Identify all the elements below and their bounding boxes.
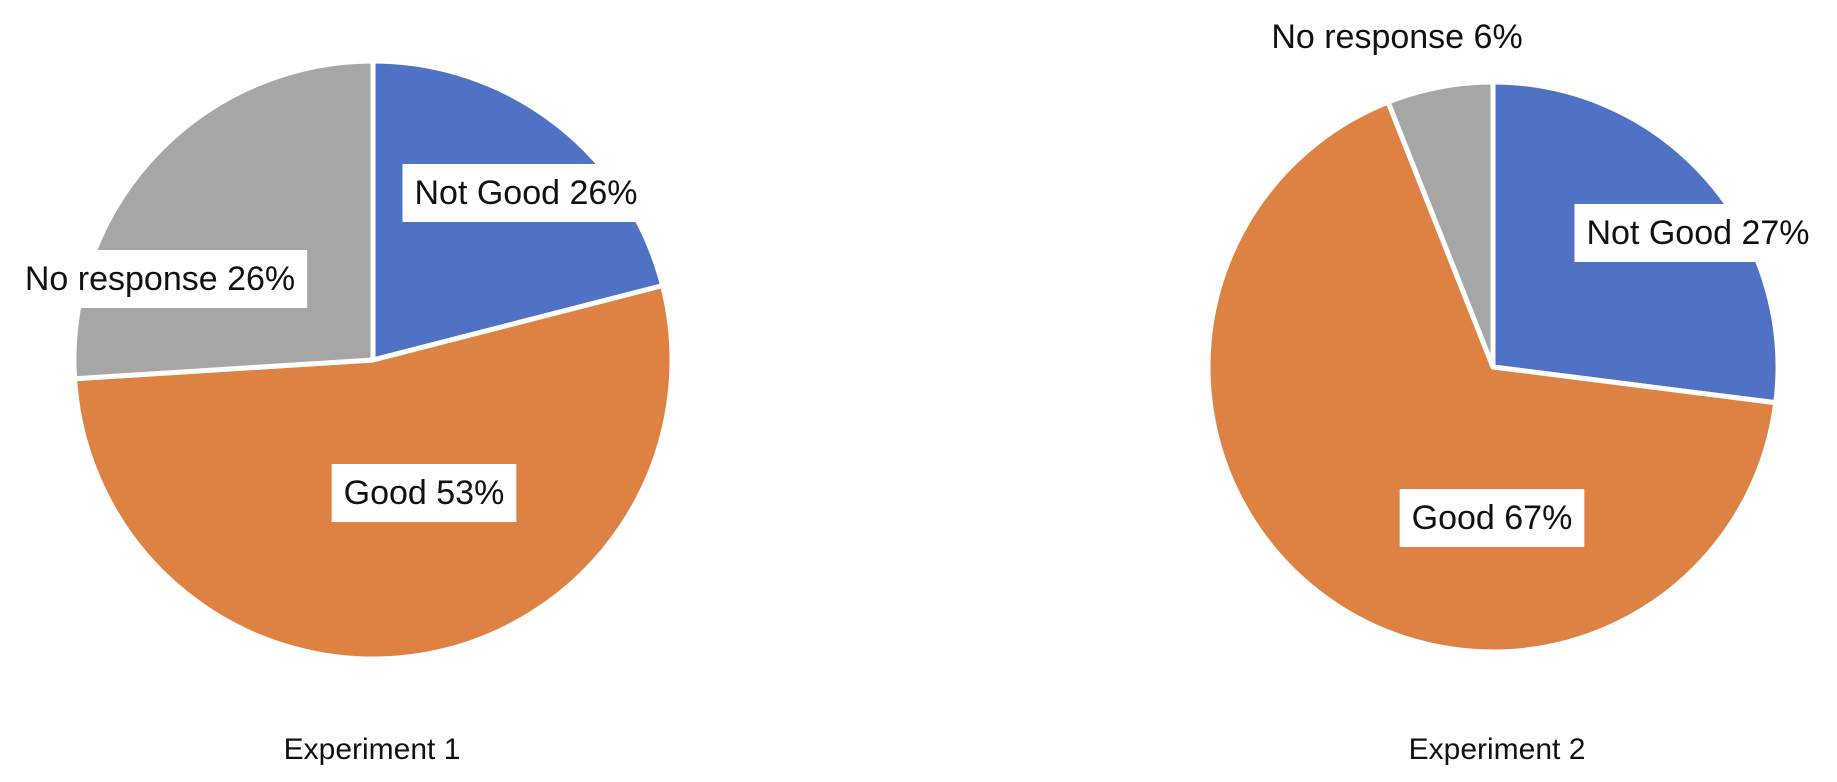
data-label-box (1574, 204, 1822, 262)
data-label-not-good: Not Good 27% (1586, 214, 1809, 252)
slice-labels: Not Good 26% Good 53% No response 26% (12, 164, 650, 522)
pie-slice-no-response (71, 58, 376, 382)
data-label-box (331, 464, 517, 522)
data-label-good: Good 53% (344, 474, 505, 512)
pie-slice-good (1205, 99, 1779, 655)
data-label-good: Good 67% (1412, 499, 1573, 537)
data-label-no-response: No response 6% (1271, 18, 1522, 56)
pie-chart-experiment-2: Not Good 27% Good 67% No response 6% (1205, 8, 1822, 655)
data-label-box (1399, 489, 1585, 547)
data-label-box (402, 164, 650, 222)
chart-caption-experiment-1: Experiment 1 (284, 733, 461, 766)
pie-chart-experiment-1: Not Good 26% Good 53% No response 26% (12, 58, 675, 662)
data-label-not-good: Not Good 26% (414, 174, 637, 212)
data-label-no-response: No response 26% (25, 260, 295, 298)
chart-caption-experiment-2: Experiment 2 (1409, 733, 1586, 766)
pie-slice-no-response (1385, 79, 1496, 370)
data-label-box (1259, 8, 1535, 66)
data-label-box (12, 250, 308, 308)
slice-labels: Not Good 27% Good 67% No response 6% (1259, 8, 1822, 547)
